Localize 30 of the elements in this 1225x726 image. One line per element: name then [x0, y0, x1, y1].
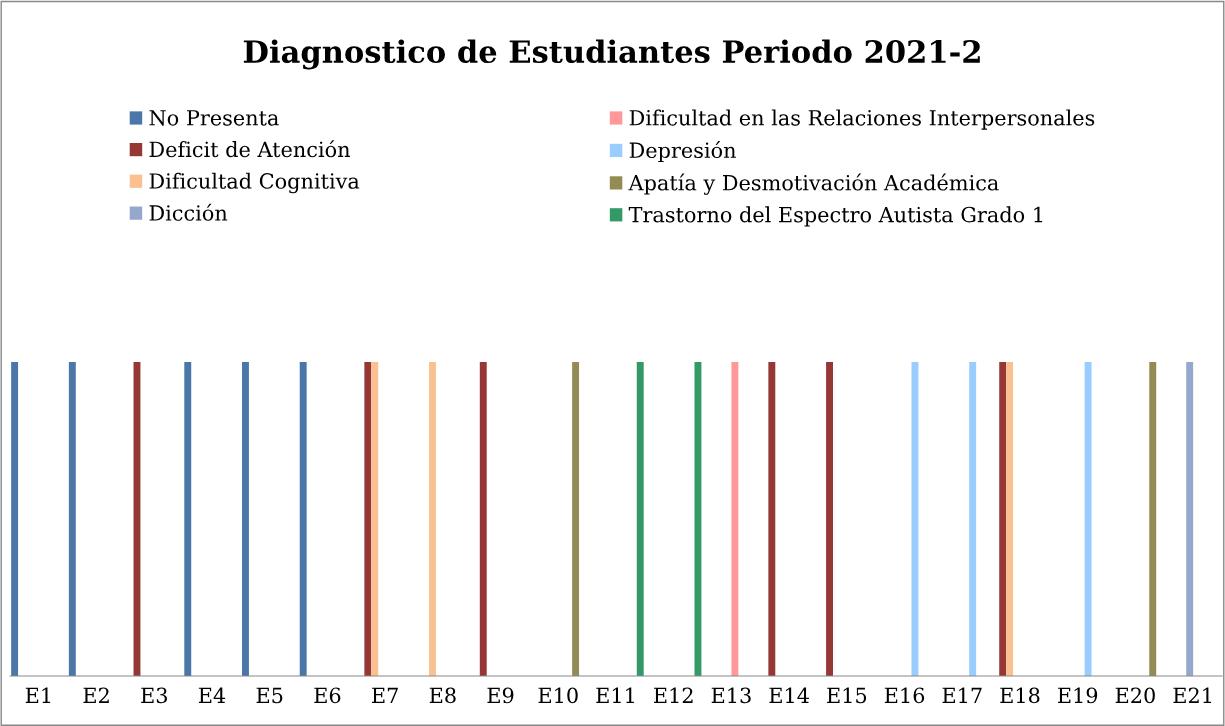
x-tick-label: E20: [1115, 687, 1155, 704]
legend-label: No Presenta: [149, 110, 279, 126]
x-tick-label: E4: [198, 687, 226, 703]
x-tick-label: E2: [83, 687, 109, 703]
x-tick-label: E13: [711, 687, 751, 704]
legend-label: Dicción: [149, 203, 228, 221]
legend-label: Depresión: [629, 141, 736, 163]
x-tick-label: E11: [596, 687, 634, 703]
legend-label: Dificultad Cognitiva: [149, 172, 360, 194]
legend-label: Deficit de Atención: [149, 140, 350, 158]
x-tick-label: E14: [769, 687, 809, 703]
x-tick-label: E9: [487, 687, 514, 704]
x-tick-label: E16: [884, 687, 925, 704]
x-tick-label: E3: [141, 687, 167, 704]
x-tick-label: E7: [372, 687, 398, 703]
x-tick-label: E1: [25, 687, 51, 703]
x-tick-label: E15: [827, 687, 867, 704]
legend-label: Trastorno del Espectro Autista Grado 1: [628, 206, 1043, 227]
x-tick-label: E8: [429, 687, 456, 704]
chart-title: Diagnostico de Estudiantes Periodo 2021-2: [243, 39, 980, 70]
x-tick-label: E21: [1173, 687, 1212, 703]
x-tick-label: E18: [1000, 687, 1040, 704]
x-tick-label: E17: [942, 687, 982, 703]
x-tick-label: E5: [256, 687, 283, 704]
legend-label: Apatía y Desmotivación Académica: [628, 173, 999, 195]
x-tick-label: E6: [314, 687, 341, 704]
x-tick-label: E19: [1058, 687, 1098, 704]
x-tick-label: E12: [654, 687, 693, 703]
legend-label: Dificultad en las Relaciones Interpersonales: [629, 109, 1095, 130]
x-tick-label: E10: [538, 687, 578, 704]
